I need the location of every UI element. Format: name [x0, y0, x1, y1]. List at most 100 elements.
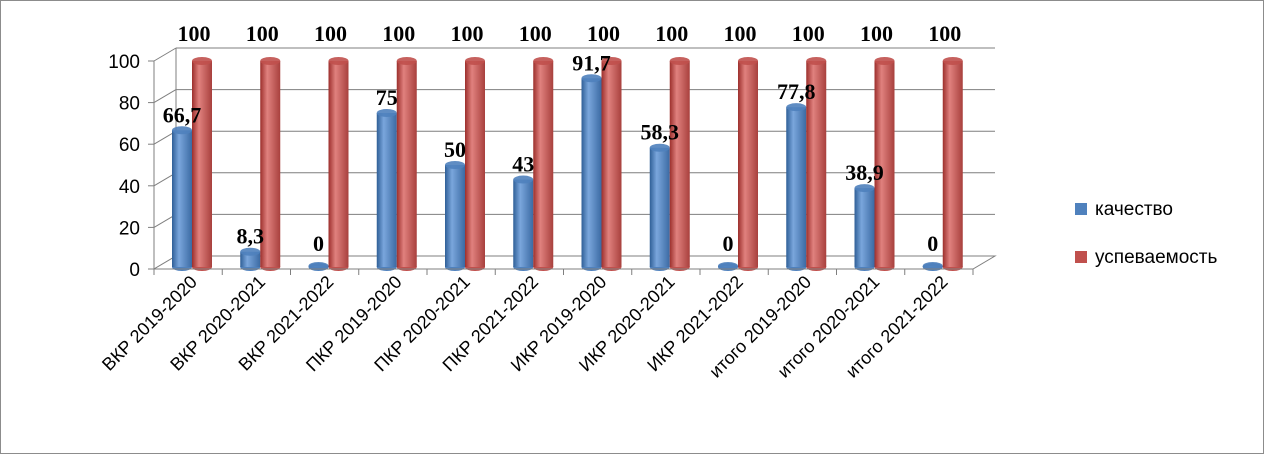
bar-kachestvo	[922, 262, 943, 271]
bar-kachestvo	[172, 126, 192, 271]
y-tick-label: 20	[119, 218, 140, 239]
data-label-kachestvo: 0	[723, 231, 734, 256]
bar-kachestvo	[649, 143, 670, 271]
bar-kachestvo	[786, 103, 807, 271]
legend-swatch	[1075, 251, 1087, 263]
bar-uspevaemost	[328, 57, 349, 271]
bar-kachestvo	[854, 184, 875, 271]
bar-uspevaemost	[738, 57, 758, 271]
bar-body	[328, 61, 349, 267]
bar-body	[669, 61, 690, 267]
bar-kachestvo	[581, 74, 602, 271]
bar-kachestvo	[513, 175, 534, 271]
bar-top	[942, 57, 963, 65]
data-label-uspevaemost: 100	[314, 21, 347, 46]
data-label-uspevaemost: 100	[792, 21, 825, 46]
bar-top	[533, 57, 554, 65]
bar-top	[172, 126, 192, 135]
data-label-uspevaemost: 100	[451, 21, 484, 46]
bar-top	[601, 57, 622, 65]
bar-uspevaemost	[533, 57, 554, 271]
bar-top	[396, 57, 417, 65]
y-axis: 0 20 40 60 80 100	[108, 52, 155, 281]
legend: качество успеваемость	[1075, 199, 1217, 268]
bar-top	[240, 247, 261, 256]
bar-top	[669, 57, 690, 65]
bar-top	[581, 74, 602, 83]
bar-kachestvo	[376, 109, 397, 271]
bar-top	[738, 57, 758, 65]
bar-body	[601, 61, 622, 267]
data-label-kachestvo: 8,3	[237, 224, 265, 249]
bar-body	[786, 107, 807, 268]
bar-body	[738, 61, 758, 267]
data-label-kachestvo: 43	[512, 152, 534, 177]
data-label-kachestvo: 0	[927, 231, 938, 256]
data-label-uspevaemost: 100	[178, 21, 211, 46]
y-tick-label: 40	[119, 177, 140, 198]
bar-uspevaemost	[396, 57, 417, 271]
data-label-kachestvo: 50	[444, 137, 466, 162]
bar-body	[581, 78, 602, 267]
data-label-kachestvo: 58,3	[641, 120, 680, 145]
data-label-uspevaemost: 100	[860, 21, 893, 46]
bar-body	[874, 61, 895, 267]
bar-kachestvo	[718, 262, 738, 271]
data-label-uspevaemost: 100	[382, 21, 415, 46]
bar-body	[260, 61, 281, 267]
bar-body	[240, 251, 261, 267]
bar-body	[942, 61, 963, 267]
y-tick-label: 60	[119, 135, 140, 156]
data-label-uspevaemost: 100	[724, 21, 757, 46]
bar-top	[718, 262, 738, 270]
data-label-kachestvo: 66,7	[163, 102, 202, 127]
gridline-side	[153, 89, 177, 104]
bar-uspevaemost	[465, 57, 485, 271]
bar-body	[396, 61, 417, 267]
bar-body	[376, 113, 397, 267]
bar-top	[328, 57, 349, 65]
data-label-kachestvo: 38,9	[845, 160, 884, 185]
data-label-kachestvo: 0	[313, 231, 324, 256]
bar-top	[874, 57, 895, 65]
bar-uspevaemost	[942, 57, 963, 271]
bar-body	[533, 61, 554, 267]
bar-top	[649, 143, 670, 152]
bar-kachestvo	[308, 262, 329, 271]
bar-uspevaemost	[601, 57, 622, 271]
bar-body	[649, 147, 670, 267]
bar-kachestvo	[445, 161, 465, 271]
data-label-uspevaemost: 100	[587, 21, 620, 46]
data-label-uspevaemost: 100	[928, 21, 961, 46]
legend-label: успеваемость	[1095, 247, 1217, 268]
data-labels: 66,7 100 8,3 100 0 100 75 100 50 100 43 100 91,7 100 5…	[163, 21, 962, 256]
bar-uspevaemost	[192, 57, 212, 271]
bar-body	[806, 61, 827, 267]
bar-top	[376, 109, 397, 117]
y-tick-label: 100	[108, 52, 140, 73]
bar-top	[260, 57, 281, 65]
bar-kachestvo	[240, 247, 261, 271]
data-label-kachestvo: 77,8	[777, 79, 816, 104]
bar-top	[465, 57, 485, 65]
y-tick-label: 0	[129, 260, 140, 281]
bar-top	[922, 262, 943, 270]
bar-body	[513, 179, 534, 267]
data-label-uspevaemost: 100	[519, 21, 552, 46]
bar-body	[192, 61, 212, 267]
data-label-kachestvo: 91,7	[572, 50, 611, 75]
bar-body	[172, 130, 192, 267]
data-label-kachestvo: 75	[376, 85, 398, 110]
data-label-uspevaemost: 100	[655, 21, 688, 46]
bar-body	[445, 165, 465, 267]
bar-top	[308, 262, 329, 270]
bar-body	[854, 188, 875, 267]
bar-top	[192, 57, 212, 65]
gridline-side	[153, 47, 177, 62]
legend-label: качество	[1095, 199, 1173, 220]
legend-swatch	[1075, 203, 1087, 215]
bar-top	[806, 57, 827, 65]
